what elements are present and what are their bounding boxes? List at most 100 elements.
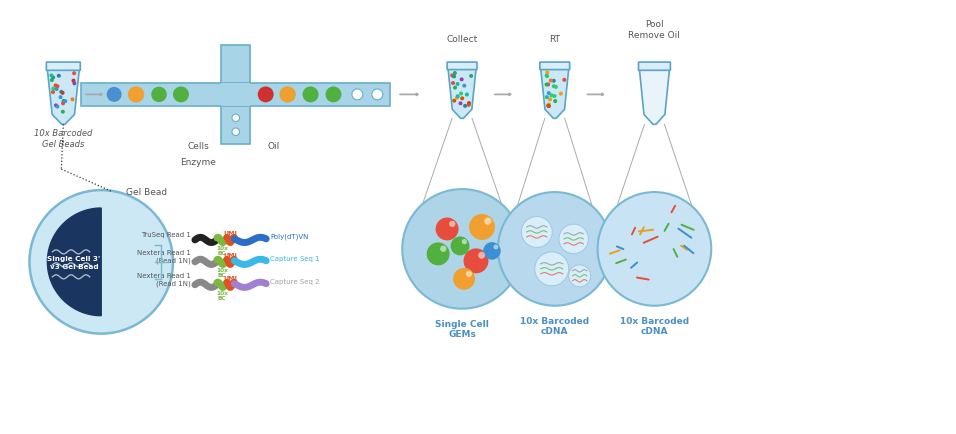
Circle shape bbox=[173, 87, 189, 103]
Text: Enzyme: Enzyme bbox=[180, 158, 216, 167]
Circle shape bbox=[453, 100, 455, 103]
Bar bbox=[222, 107, 250, 145]
Text: 10x
BC: 10x BC bbox=[216, 245, 228, 256]
Text: UMI: UMI bbox=[224, 275, 237, 280]
FancyBboxPatch shape bbox=[540, 63, 570, 70]
Circle shape bbox=[436, 218, 459, 241]
Circle shape bbox=[60, 91, 62, 94]
Circle shape bbox=[52, 88, 54, 91]
Circle shape bbox=[549, 99, 552, 102]
Circle shape bbox=[453, 268, 475, 290]
Text: Collect: Collect bbox=[446, 34, 478, 43]
Circle shape bbox=[55, 89, 58, 91]
Circle shape bbox=[483, 243, 501, 260]
Circle shape bbox=[279, 87, 295, 103]
Circle shape bbox=[598, 193, 711, 306]
Circle shape bbox=[426, 243, 449, 266]
Circle shape bbox=[463, 85, 466, 88]
Circle shape bbox=[73, 73, 76, 76]
Polygon shape bbox=[640, 71, 669, 125]
Text: Nextera Read 1
(Read 1N): Nextera Read 1 (Read 1N) bbox=[137, 273, 191, 286]
Circle shape bbox=[467, 104, 470, 107]
Circle shape bbox=[498, 193, 612, 306]
Circle shape bbox=[546, 97, 548, 99]
Text: UMI: UMI bbox=[224, 253, 237, 257]
Circle shape bbox=[559, 225, 589, 254]
Circle shape bbox=[459, 103, 462, 105]
Circle shape bbox=[462, 240, 467, 245]
Circle shape bbox=[449, 221, 455, 227]
Circle shape bbox=[551, 95, 553, 98]
Circle shape bbox=[72, 80, 75, 83]
Circle shape bbox=[554, 101, 556, 103]
Circle shape bbox=[56, 106, 58, 108]
Text: 10x Barcoded
cDNA: 10x Barcoded cDNA bbox=[520, 316, 589, 335]
Circle shape bbox=[456, 97, 458, 100]
Circle shape bbox=[569, 265, 591, 287]
Circle shape bbox=[71, 99, 74, 102]
Circle shape bbox=[54, 85, 56, 88]
Circle shape bbox=[464, 105, 467, 108]
Circle shape bbox=[454, 72, 456, 75]
Polygon shape bbox=[541, 70, 569, 119]
Circle shape bbox=[534, 252, 569, 286]
Text: Nextera Read 1
(Read 1N): Nextera Read 1 (Read 1N) bbox=[137, 250, 191, 264]
Circle shape bbox=[62, 100, 65, 103]
Circle shape bbox=[50, 75, 53, 78]
Circle shape bbox=[559, 93, 562, 96]
Circle shape bbox=[461, 79, 463, 82]
Circle shape bbox=[554, 95, 555, 98]
Circle shape bbox=[52, 92, 54, 94]
FancyBboxPatch shape bbox=[46, 63, 80, 71]
Circle shape bbox=[484, 218, 491, 225]
Text: Gel Bead: Gel Bead bbox=[126, 187, 167, 196]
Text: Capture Seq 1: Capture Seq 1 bbox=[271, 255, 320, 261]
Circle shape bbox=[545, 84, 548, 87]
Circle shape bbox=[128, 87, 144, 103]
Circle shape bbox=[456, 83, 459, 86]
Circle shape bbox=[452, 82, 454, 85]
Circle shape bbox=[478, 252, 485, 259]
Circle shape bbox=[546, 76, 549, 78]
Circle shape bbox=[61, 111, 64, 114]
Circle shape bbox=[450, 237, 469, 256]
Circle shape bbox=[545, 75, 548, 78]
Circle shape bbox=[64, 101, 67, 103]
Circle shape bbox=[460, 93, 463, 95]
Circle shape bbox=[456, 96, 459, 99]
Circle shape bbox=[352, 90, 363, 101]
Circle shape bbox=[453, 76, 455, 79]
Text: 10x
BC: 10x BC bbox=[216, 290, 228, 300]
Circle shape bbox=[372, 90, 382, 101]
Text: Cells: Cells bbox=[187, 142, 208, 151]
Polygon shape bbox=[48, 209, 101, 316]
Circle shape bbox=[548, 104, 550, 107]
Circle shape bbox=[73, 83, 76, 85]
Text: Capture Seq 2: Capture Seq 2 bbox=[271, 278, 319, 284]
Text: 10x
BC: 10x BC bbox=[216, 267, 228, 277]
Circle shape bbox=[30, 191, 173, 334]
Circle shape bbox=[258, 87, 273, 103]
Circle shape bbox=[461, 98, 464, 100]
Circle shape bbox=[325, 87, 341, 103]
Circle shape bbox=[548, 92, 550, 95]
Circle shape bbox=[57, 75, 60, 78]
Circle shape bbox=[467, 102, 470, 105]
Circle shape bbox=[547, 105, 550, 108]
Circle shape bbox=[61, 92, 64, 95]
Circle shape bbox=[302, 87, 318, 103]
Circle shape bbox=[521, 217, 553, 248]
Text: Single Cell
GEMs: Single Cell GEMs bbox=[435, 319, 489, 338]
Text: Oil: Oil bbox=[268, 142, 280, 151]
Circle shape bbox=[59, 97, 62, 99]
Circle shape bbox=[553, 85, 555, 88]
Circle shape bbox=[454, 87, 456, 90]
Polygon shape bbox=[48, 71, 79, 125]
Text: 10x Barcoded
cDNA: 10x Barcoded cDNA bbox=[619, 316, 689, 335]
Circle shape bbox=[546, 72, 549, 75]
Circle shape bbox=[440, 246, 446, 252]
Circle shape bbox=[554, 86, 557, 89]
Text: Pool
Remove Oil: Pool Remove Oil bbox=[628, 20, 681, 39]
Circle shape bbox=[547, 84, 550, 86]
FancyBboxPatch shape bbox=[447, 63, 477, 70]
